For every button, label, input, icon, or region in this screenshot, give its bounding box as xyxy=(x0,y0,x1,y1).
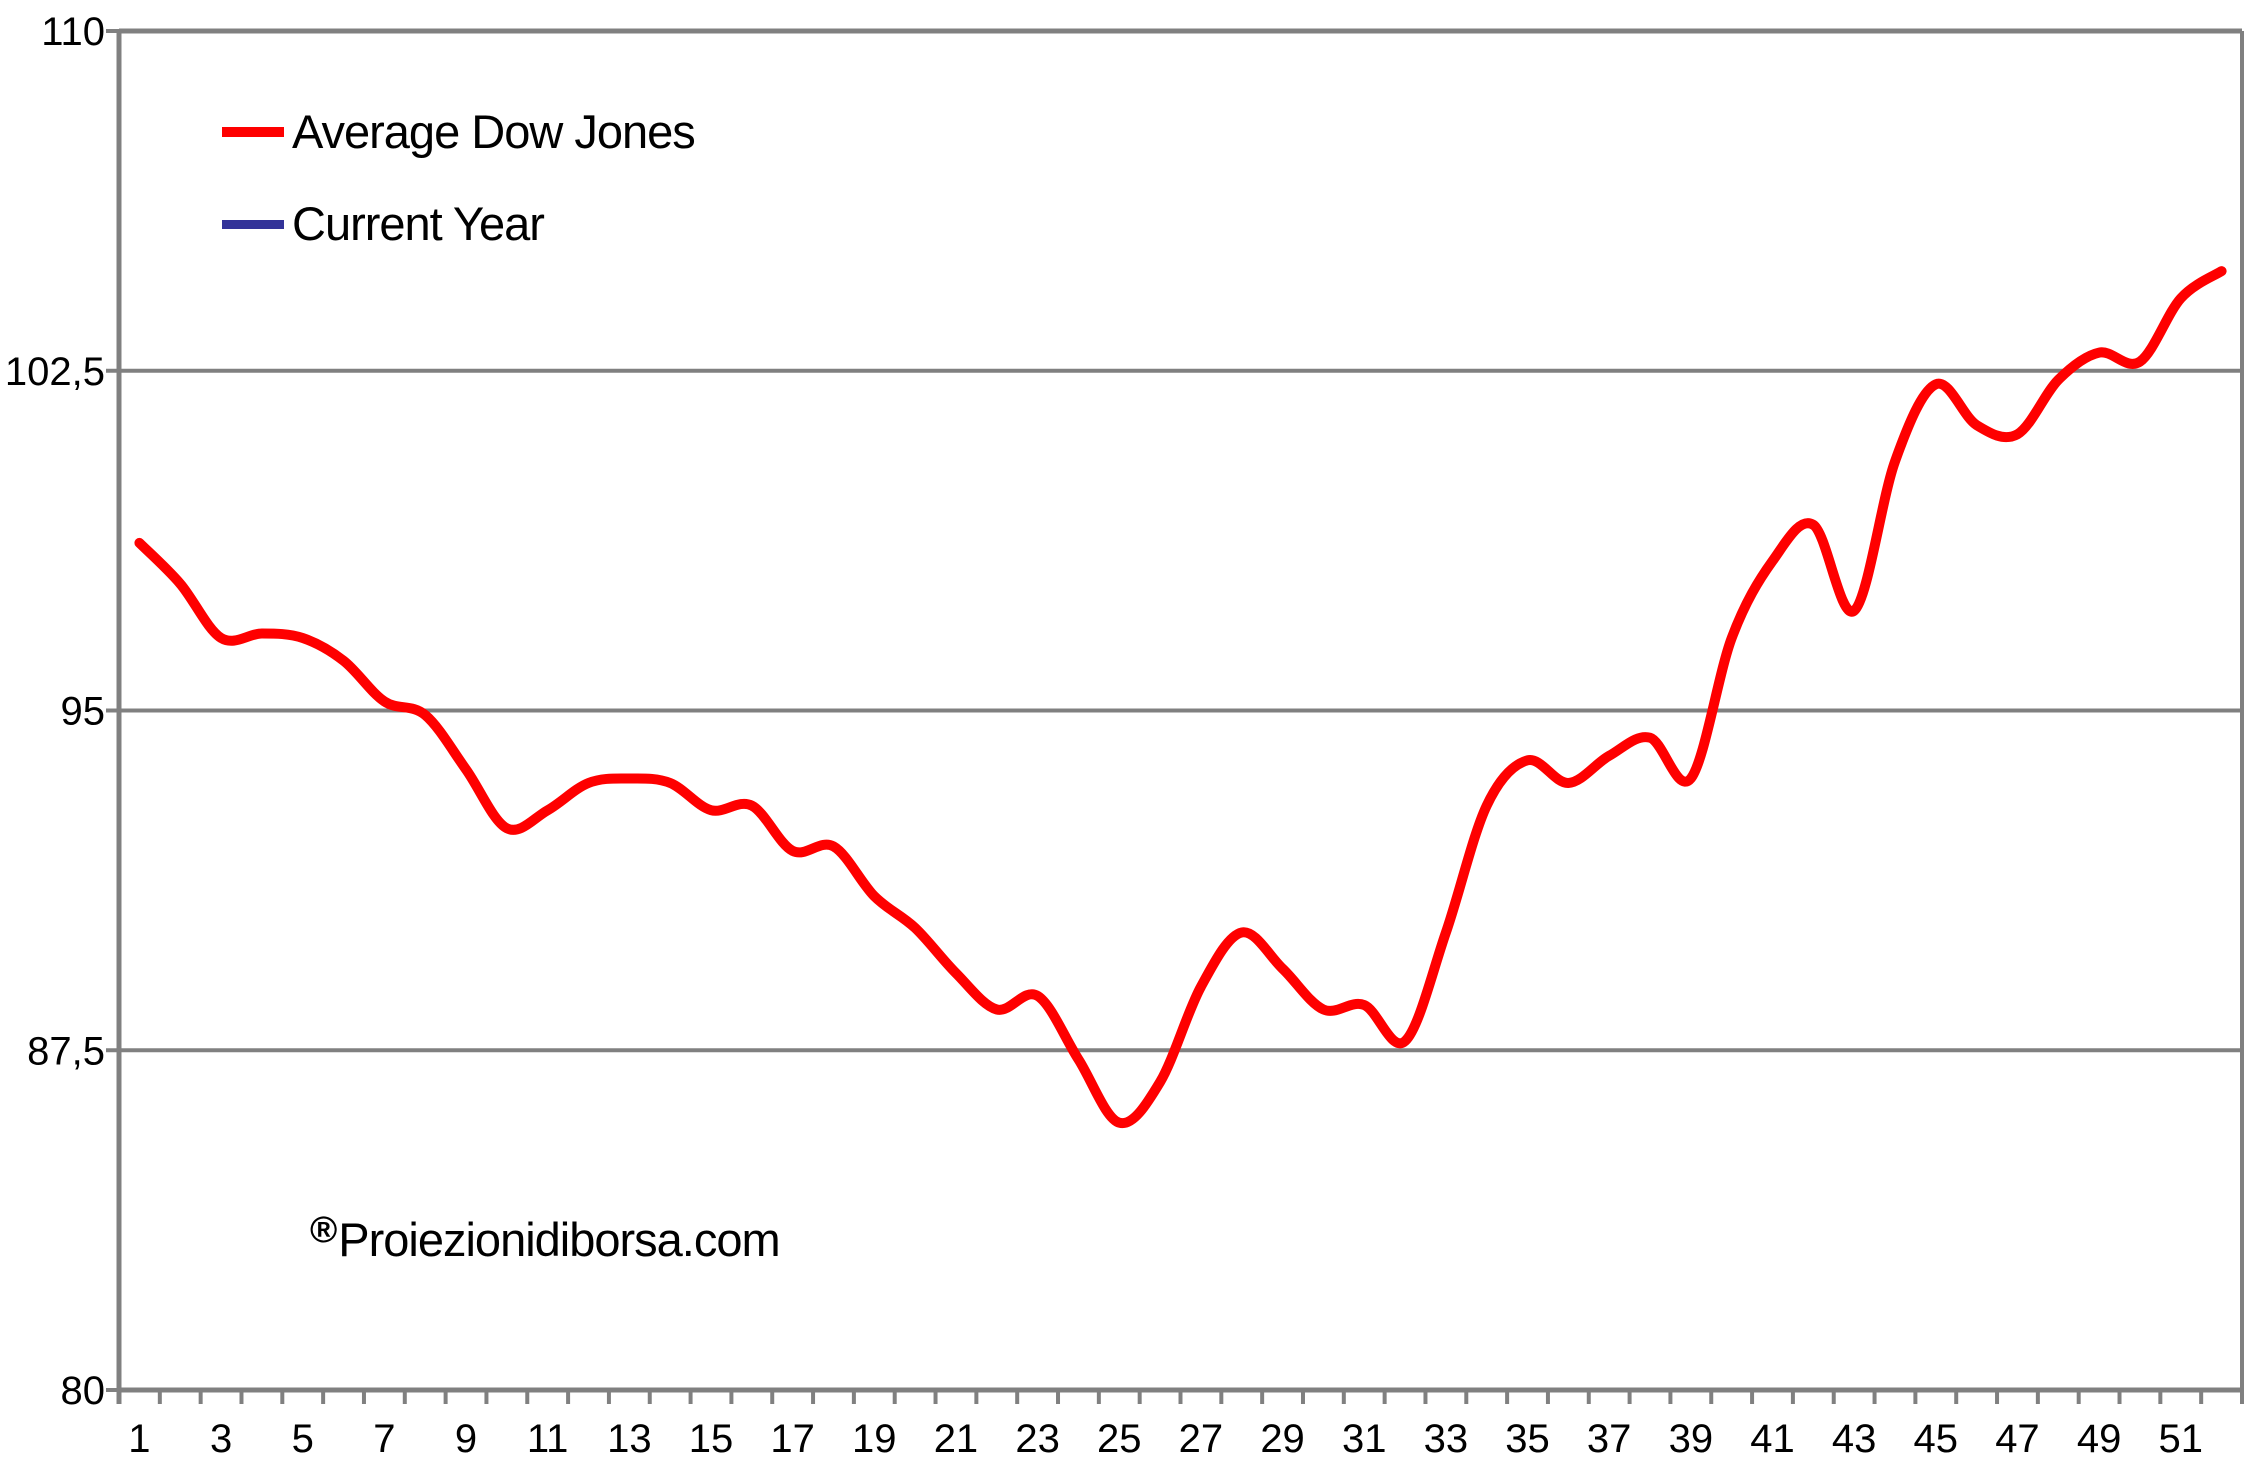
x-tick-label: 31 xyxy=(1342,1417,1387,1461)
watermark-text: Proiezionidiborsa.com xyxy=(338,1213,780,1266)
legend-line-blue-icon xyxy=(222,219,284,229)
legend-item-current-year: Current Year xyxy=(222,190,695,258)
legend-label-current-year: Current Year xyxy=(292,197,545,250)
x-tick-label: 49 xyxy=(2077,1417,2122,1461)
x-tick-label: 5 xyxy=(292,1417,314,1461)
x-tick-label: 25 xyxy=(1097,1417,1142,1461)
legend-item-average-dow-jones: Average Dow Jones xyxy=(222,98,696,166)
y-tick-label: 87,5 xyxy=(27,1029,105,1073)
registered-trademark-icon: ® xyxy=(310,1209,337,1250)
legend-label-average-dow-jones: Average Dow Jones xyxy=(292,105,696,158)
x-tick-label: 27 xyxy=(1179,1417,1224,1461)
x-tick-label: 3 xyxy=(210,1417,232,1461)
x-tick-label: 17 xyxy=(770,1417,815,1461)
y-tick-label: 95 xyxy=(61,690,106,734)
y-tick-label: 80 xyxy=(61,1369,106,1413)
x-tick-label: 43 xyxy=(1832,1417,1877,1461)
x-tick-label: 37 xyxy=(1587,1417,1632,1461)
y-tick-label: 110 xyxy=(41,10,105,54)
x-tick-label: 47 xyxy=(1995,1417,2040,1461)
x-tick-label: 51 xyxy=(2159,1417,2204,1461)
x-tick-label: 45 xyxy=(1914,1417,1959,1461)
series-line-average-dow-jones xyxy=(134,266,2227,1129)
x-tick-label: 35 xyxy=(1505,1417,1550,1461)
x-tick-label: 41 xyxy=(1750,1417,1795,1461)
x-tick-label: 19 xyxy=(852,1417,897,1461)
x-tick-label: 29 xyxy=(1260,1417,1305,1461)
x-tick-label: 7 xyxy=(373,1417,395,1461)
x-tick-label: 39 xyxy=(1669,1417,1714,1461)
x-tick-label: 13 xyxy=(607,1417,652,1461)
x-tick-label: 1 xyxy=(128,1417,150,1461)
watermark: ®Proiezionidiborsa.com xyxy=(310,1209,781,1267)
x-tick-label: 9 xyxy=(455,1417,477,1461)
x-tick-label: 23 xyxy=(1015,1417,1060,1461)
x-tick-label: 15 xyxy=(689,1417,734,1461)
y-tick-label: 102,5 xyxy=(5,350,105,394)
legend: Average Dow Jones Current Year xyxy=(222,98,696,258)
x-tick-label: 33 xyxy=(1424,1417,1469,1461)
x-tick-label: 11 xyxy=(527,1417,569,1461)
legend-line-red-icon xyxy=(222,127,284,137)
x-tick-label: 21 xyxy=(934,1417,979,1461)
